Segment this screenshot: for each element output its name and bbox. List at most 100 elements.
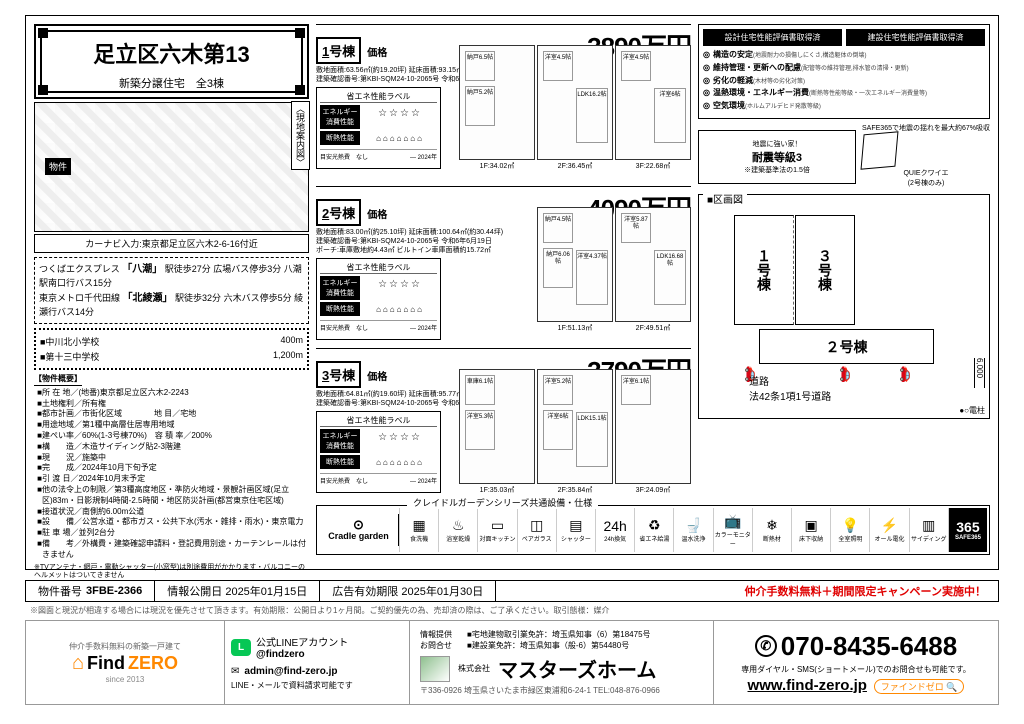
footer: 仲介手数料無料の新築一戸建て ⌂ Find ZERO since 2013 L …: [25, 620, 999, 705]
carnavi-address: カーナビ入力:東京都足立区六木2-6-16付近: [34, 234, 309, 253]
detail-item: 引 渡 日／2024年10月末予定: [42, 474, 309, 485]
feature-icon: ▣床下収納: [791, 508, 830, 552]
floorplan: 洋室5.87帖 LDK16.68帖 2F:49.51㎡: [615, 207, 691, 322]
lot-2: ２号棟: [759, 329, 934, 364]
feature-icon: 📺カラーモニター: [713, 508, 752, 552]
lot-1: １号棟: [734, 215, 794, 325]
transit-line1: つくばエクスプレス: [39, 264, 120, 274]
phone-icon: ✆: [755, 635, 777, 657]
cube-icon: [861, 132, 899, 170]
car-icon: 🚗: [899, 366, 916, 383]
email-address: admin@find-zero.jp: [244, 666, 337, 677]
findzero-logo: ⌂ Find ZERO: [72, 652, 178, 675]
car-icon: 🚗: [839, 366, 856, 383]
floorplan: 納戸6.5帖 納戸5.2帖 1F:34.02㎡: [459, 45, 535, 160]
detail-item: 土地権利／所有権: [42, 399, 309, 410]
seismic-badge: 地震に強い家！ 耐震等級3 ※建築基準法の1.5倍: [698, 130, 856, 184]
phone-number: ✆ 070-8435-6488: [720, 631, 992, 662]
footer-phone-box: ✆ 070-8435-6488 専用ダイヤル・SMS(ショートメール)でのお問合…: [714, 620, 999, 705]
flyer-body: 足立区六木第13 新築分譲住宅 全3棟 物件 〈現地案内図〉 カーナビ入力:東京…: [25, 15, 999, 570]
floorplans-row: 納戸6.5帖 納戸5.2帖 1F:34.02㎡ 洋室4.5帖 LDK16.2帖 …: [459, 45, 691, 160]
energy-label: 省エネ性能ラベル エネルギー消費性能 ☆☆☆☆ 断熱性能 ⌂⌂⌂⌂⌂⌂⌂ 目安光…: [316, 258, 441, 340]
property-title: 足立区六木第13: [39, 37, 304, 69]
detail-item: 用途地域／第1種中高層住居専用地域: [42, 420, 309, 431]
license-2: ■建設業免許：埼玉県知事（般-6）第54480号: [467, 640, 651, 651]
footer-brand-box: 仲介手数料無料の新築一戸建て ⌂ Find ZERO since 2013: [25, 620, 225, 705]
seismic-grade: 耐震等級3: [752, 152, 802, 164]
detail-item: 構 造／木造サイディング貼2-3階建: [42, 442, 309, 453]
line-label: 公式LINEアカウント: [256, 634, 348, 649]
perf-item: 構造の安定(地震耐力の損傷しにくさ,構造躯体の倒壊): [703, 50, 985, 61]
lot-3: ３号棟: [795, 215, 855, 325]
transit-line2: 東京メトロ千代田線: [39, 293, 120, 303]
energy-label: 省エネ性能ラベル エネルギー消費性能 ☆☆☆☆ 断熱性能 ⌂⌂⌂⌂⌂⌂⌂ 目安光…: [316, 411, 441, 493]
pole-note: ●○電柱: [959, 405, 985, 416]
quie-label: QUIEクワイエ: [862, 168, 990, 178]
campaign-banner: 仲介手数料無料＋期間限定キャンペーン実施中！: [733, 581, 998, 601]
school-row: ■中川北小学校400m: [40, 334, 303, 349]
perf-item: 空気環境(ホルムアルデヒド発散等級): [703, 101, 985, 112]
expiry-date: 広告有効期限 2025年01月30日: [320, 581, 496, 601]
price-label: 価格: [367, 368, 387, 383]
feature-icon: ♻省エネ給湯: [634, 508, 673, 552]
detail-item: 備 考／外構費・建築確認申請料・登記費用別途・カーテンレールは付きません: [42, 539, 309, 561]
company-address: 〒336-0926 埼玉県さいたま市緑区東浦和6-24-1 TEL:048-87…: [420, 685, 703, 696]
feature-icon: 24h24h換気: [595, 508, 634, 552]
property-details: 【物件概要】 所 在 地／(地番)東京都足立区六木2-2243土地権利／所有権都…: [34, 374, 309, 580]
detail-item: 現 況／施築中: [42, 453, 309, 464]
siteplan-title: ■区画図: [703, 191, 747, 206]
map-marker: 物件: [45, 158, 71, 175]
detail-item: 他の法令上の制限／第3種高度地区・準防火地域・景観計画区域(足立区)83m・日影…: [42, 485, 309, 507]
feature-icon: ▤シャッター: [556, 508, 595, 552]
disclaimer-text: ※図面と現況が相違する場合には現況を優先させて頂きます。有効期限：公開日より1ヶ…: [30, 605, 609, 616]
unit-badge: 2号棟: [316, 199, 361, 226]
detail-item: 駐 車 場／並列2台分: [42, 528, 309, 539]
floorplan: 洋室5.2帖 LDK15.1帖 洋室6帖 2F:35.84㎡: [537, 369, 613, 484]
unit-badge: 1号棟: [316, 37, 361, 64]
perf-badge-construct: 建設住宅性能評価書取得済: [846, 29, 985, 46]
price-label: 価格: [367, 206, 387, 221]
details-title: 【物件概要】: [34, 374, 82, 386]
floorplan: 洋室6.1帖 3F:24.09㎡: [615, 369, 691, 484]
feature-icon: 365SAFE365: [948, 508, 987, 552]
feature-icon: ▦食洗機: [399, 508, 438, 552]
details-footnote: ※TVアンテナ・網戸・電動シャッター(小窓型)は別途費用がかかります・バルコニー…: [34, 564, 309, 581]
site-plan: ■区画図 １号棟 ３号棟 ２号棟 🚗 🚗 🚗 道路 法42条1項1号道路 6,0…: [698, 194, 990, 419]
perf-item: 劣化の軽減(木材等の劣化対策): [703, 76, 985, 87]
detail-item: 設 備／公営水道・都市ガス・公共下水(汚水・雑排・雨水)・東京電力: [42, 517, 309, 528]
seismic-row: 地震に強い家！ 耐震等級3 ※建築基準法の1.5倍 SAFE365で地震の揺れを…: [698, 125, 990, 188]
location-map: 物件 〈現地案内図〉: [34, 102, 309, 232]
energy-label: 省エネ性能ラベル エネルギー消費性能 ☆☆☆☆ 断熱性能 ⌂⌂⌂⌂⌂⌂⌂ 目安光…: [316, 87, 441, 169]
transit-info: つくばエクスプレス 「八潮」 駅徒歩27分 広場バス停歩3分 八潮駅南口行バス1…: [34, 257, 309, 324]
floorplan: 納戸4.5帖 洋室4.37帖 納戸6.06帖 1F:51.13㎡: [537, 207, 613, 322]
perf-badge-design: 設計住宅性能評価書取得済: [703, 29, 842, 46]
floorplan: 洋室4.5帖 洋室6帖 3F:22.68㎡: [615, 45, 691, 160]
property-number: 物件番号 3FBE-2366: [26, 581, 155, 601]
school-box: ■中川北小学校400m ■第十三中学校1,200m: [34, 328, 309, 370]
since-label: since 2013: [106, 675, 145, 684]
cradle-logo: ⊙ Cradle garden: [319, 514, 399, 546]
cradle-features-row: ⊙ Cradle garden クレイドルガーデンシリーズ共通設備・仕様 ▦食洗…: [316, 505, 990, 555]
feature-icon: ❄断熱材: [752, 508, 791, 552]
detail-item: 建ぺい率／60%(1-3号棟70%) 容 積 率／200%: [42, 431, 309, 442]
property-subtitle: 新築分譲住宅 全3棟: [39, 75, 304, 91]
floorplan: 洋室4.5帖 LDK16.2帖 2F:36.45㎡: [537, 45, 613, 160]
mail-icon: ✉: [231, 666, 239, 677]
transit-station1: 「八潮」: [122, 264, 162, 275]
perf-item: 維持管理・更新への配慮(配管等の維持管理,排水管の清掃・更新): [703, 63, 985, 74]
feature-icon: ◫ペアガラス: [517, 508, 556, 552]
brand-tagline: 仲介手数料無料の新築一戸建て: [69, 641, 181, 652]
company-logo-icon: [420, 656, 450, 682]
feature-icon: ▥サイディング: [909, 508, 948, 552]
perf-item: 温熱環境・エネルギー消費(断熱等性能等級・一次エネルギー消費量等): [703, 88, 985, 99]
detail-item: 所 在 地／(地番)東京都足立区六木2-2243: [42, 388, 309, 399]
house-icon: ⌂: [72, 652, 84, 675]
floorplans-row: 車庫6.1帖 洋室5.3帖 1F:35.03㎡ 洋室5.2帖 LDK15.1帖 …: [459, 369, 691, 484]
publish-date: 情報公開日 2025年01月15日: [155, 581, 320, 601]
price-label: 価格: [367, 44, 387, 59]
feature-icon: ⚡オール電化: [869, 508, 908, 552]
listings-column: 1号棟 価格 3890万円 敷地面積:63.56㎡(約19.20坪) 延床面積:…: [316, 24, 691, 510]
search-button-graphic: ファインドゼロ 🔍: [874, 679, 965, 694]
website-url: www.find-zero.jp: [748, 677, 867, 694]
feature-icon: ▭対面キッチン: [477, 508, 516, 552]
